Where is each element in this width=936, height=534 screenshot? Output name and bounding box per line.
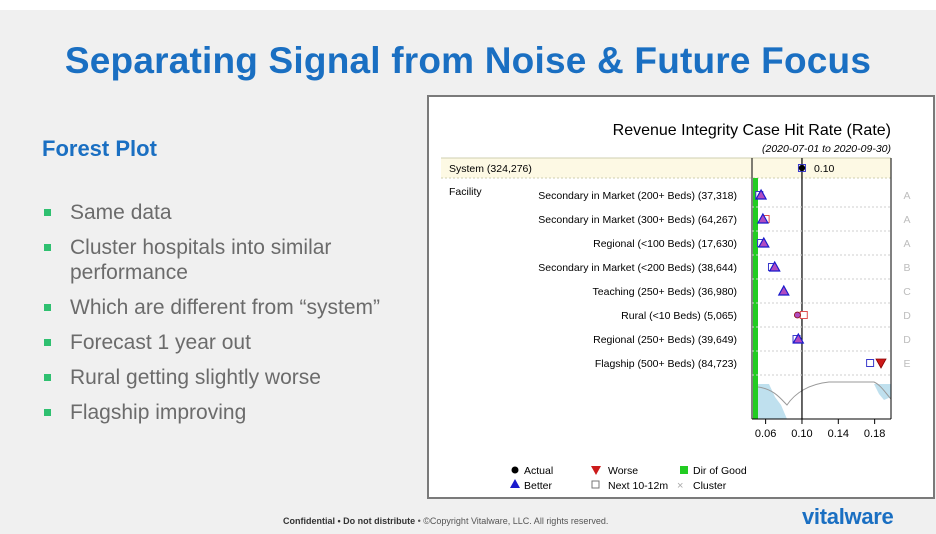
bullet-marker-icon xyxy=(44,409,51,416)
cluster-label: A xyxy=(903,190,910,202)
actual-marker xyxy=(794,311,801,319)
legend-next-label: Next 10-12m xyxy=(608,480,668,492)
density-band-right xyxy=(874,384,891,400)
dir-of-good-bar xyxy=(753,178,758,419)
cluster-label: A xyxy=(903,214,910,226)
legend-actual-icon xyxy=(511,466,519,474)
forest-plot: Revenue Integrity Case Hit Rate (Rate) (2… xyxy=(441,122,911,492)
x-tick-label: 0.18 xyxy=(864,428,885,440)
legend-dir-good-label: Dir of Good xyxy=(693,465,747,477)
chart-subtitle: (2020-07-01 to 2020-09-30) xyxy=(762,143,891,155)
better-actual-marker xyxy=(768,260,781,272)
chart-title: Revenue Integrity Case Hit Rate (Rate) xyxy=(613,122,891,139)
bullet-text: Same data xyxy=(70,201,172,224)
x-tick-label: 0.10 xyxy=(791,428,812,440)
bullet-list: Same data Cluster hospitals into similar… xyxy=(42,200,422,435)
density-curve xyxy=(757,381,892,406)
facility-row-label: Secondary in Market (<200 Beds) (38,644) xyxy=(538,262,737,274)
bullet-item: Forecast 1 year out xyxy=(42,330,422,355)
vitalware-logo: vitalware xyxy=(802,504,894,529)
legend-better-label: Better xyxy=(524,480,553,492)
legend-cluster-icon: × xyxy=(677,480,683,492)
system-value-label: 0.10 xyxy=(814,163,835,175)
bullet-item: Which are different from “system” xyxy=(42,295,422,320)
footer-confidential: Confidential • Do not distribute xyxy=(283,516,416,526)
worse-actual-marker xyxy=(875,358,887,369)
slide-title: Separating Signal from Noise & Future Fo… xyxy=(64,40,872,81)
bullet-text: Flagship improving xyxy=(70,401,247,424)
cluster-label: C xyxy=(903,286,911,298)
footer-text: Confidential • Do not distribute • ©Copy… xyxy=(283,516,608,526)
legend-worse-icon xyxy=(591,466,601,475)
bullet-marker-icon xyxy=(44,339,51,346)
next-forecast-marker xyxy=(799,311,808,319)
forest-plot-frame: Revenue Integrity Case Hit Rate (Rate) (2… xyxy=(427,95,935,499)
bullet-marker-icon xyxy=(44,304,51,311)
legend-next-icon xyxy=(591,480,600,489)
bullet-marker-icon xyxy=(44,244,51,251)
bullet-marker-icon xyxy=(44,374,51,381)
bullet-item: Rural getting slightly worse xyxy=(42,365,422,390)
better-actual-marker xyxy=(777,284,790,296)
legend-cluster-label: Cluster xyxy=(693,480,727,492)
legend-better-icon xyxy=(510,479,520,488)
cluster-label: B xyxy=(903,262,910,274)
cluster-label: E xyxy=(903,358,910,370)
better-actual-marker xyxy=(757,236,770,248)
footer-copyright: • ©Copyright Vitalware, LLC. All rights … xyxy=(415,516,609,526)
facility-row-label: Teaching (250+ Beds) (36,980) xyxy=(593,286,737,298)
legend-dir-good-icon xyxy=(680,466,688,474)
bullet-marker-icon xyxy=(44,209,51,216)
better-actual-marker xyxy=(792,332,805,344)
facility-row-label: Rural (<10 Beds) (5,065) xyxy=(621,310,737,322)
facility-row-label: Regional (250+ Beds) (39,649) xyxy=(593,334,737,346)
bullet-text: Rural getting slightly worse xyxy=(70,366,321,389)
cluster-label: A xyxy=(903,238,910,250)
better-actual-marker xyxy=(756,212,769,224)
cluster-label: D xyxy=(903,334,911,346)
system-row-band xyxy=(441,158,891,178)
next-forecast-marker xyxy=(866,359,875,367)
facility-row-label: Secondary in Market (200+ Beds) (37,318) xyxy=(538,190,737,202)
facility-row-label: Flagship (500+ Beds) (84,723) xyxy=(595,358,737,370)
system-actual-marker xyxy=(798,164,806,172)
better-actual-marker xyxy=(755,188,768,200)
x-tick-label: 0.06 xyxy=(755,428,776,440)
facility-row-label: Regional (<100 Beds) (17,630) xyxy=(593,238,737,250)
legend-worse-label: Worse xyxy=(608,465,638,477)
system-label: System (324,276) xyxy=(449,163,532,175)
cluster-label: D xyxy=(903,310,911,322)
bullet-item: Same data xyxy=(42,200,422,225)
bullet-item: Flagship improving xyxy=(42,400,422,425)
legend-actual-label: Actual xyxy=(524,465,553,477)
bullet-item: Cluster hospitals into similar performan… xyxy=(42,235,422,285)
bullet-text: Forecast 1 year out xyxy=(70,331,251,354)
facility-group-label: Facility xyxy=(449,186,482,198)
bullet-text: Which are different from “system” xyxy=(70,296,381,319)
density-band-left xyxy=(758,384,787,419)
slide-subtitle: Forest Plot xyxy=(42,136,157,161)
x-tick-label: 0.14 xyxy=(828,428,849,440)
facility-row-label: Secondary in Market (300+ Beds) (64,267) xyxy=(538,214,737,226)
bullet-text: Cluster hospitals into similar performan… xyxy=(70,236,332,284)
